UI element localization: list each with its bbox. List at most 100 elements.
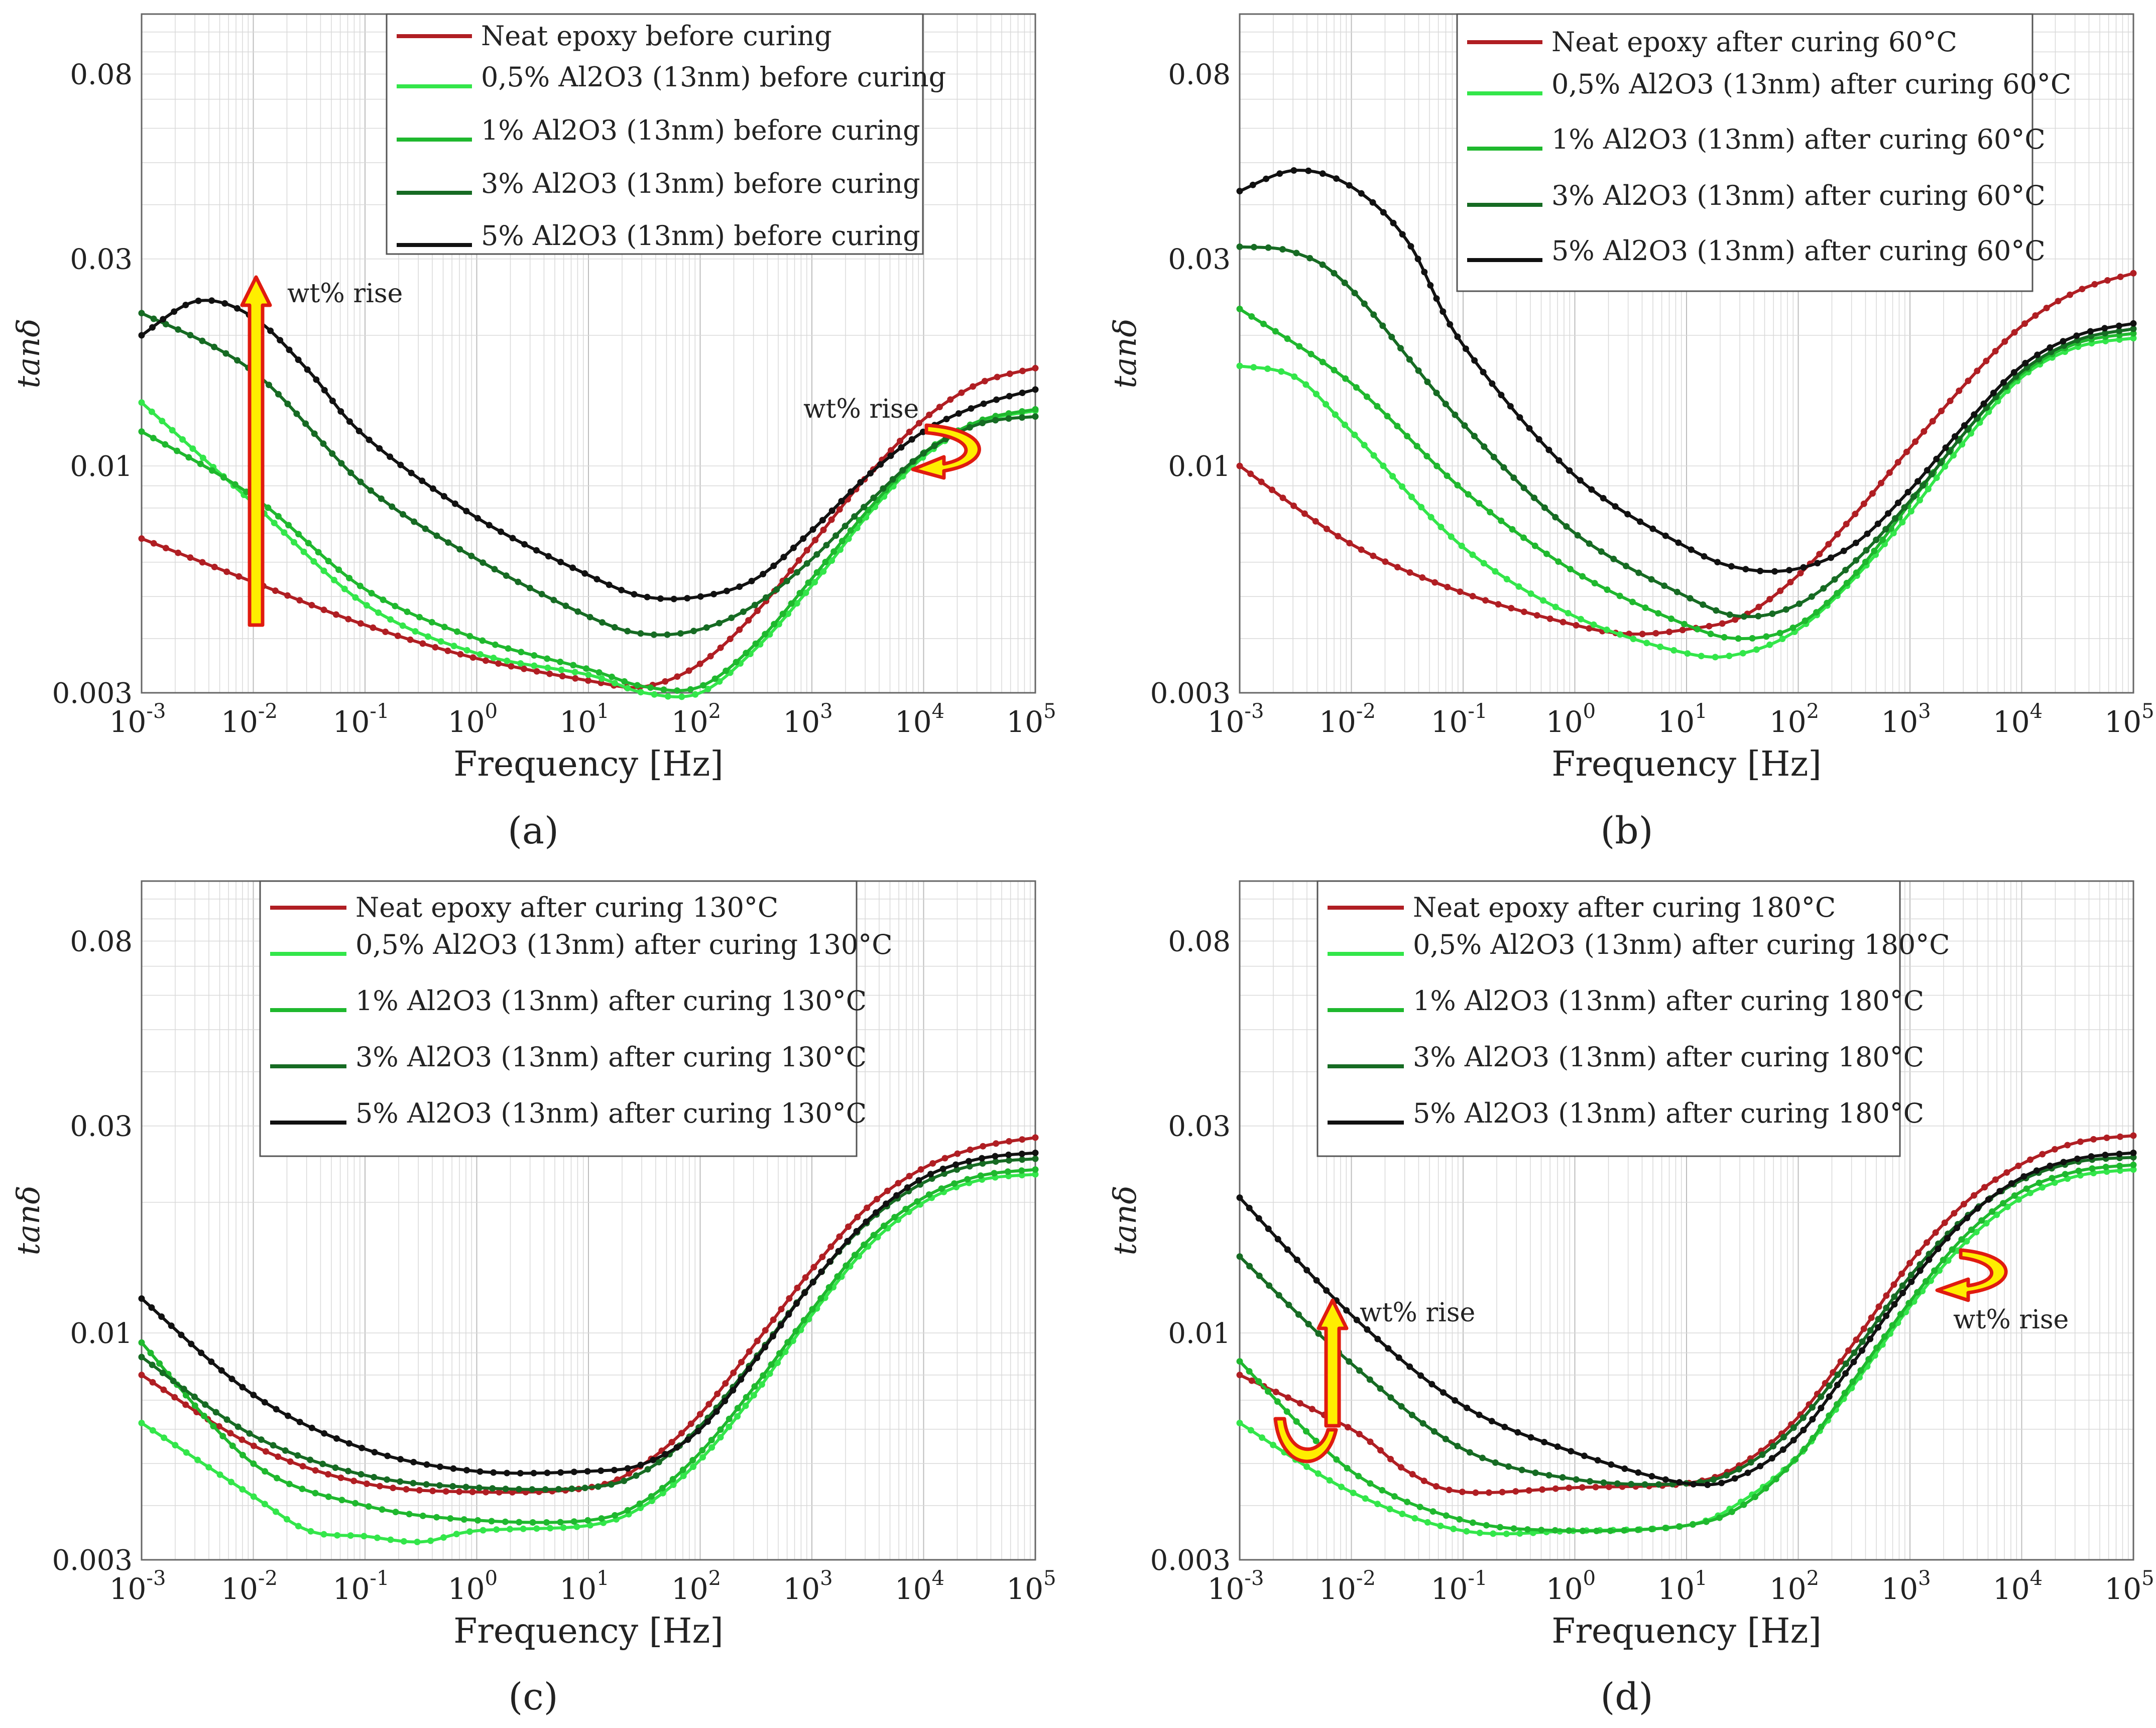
series-point-4 — [853, 1228, 860, 1235]
series-point-3 — [1346, 1358, 1353, 1365]
series-point-2 — [447, 1515, 454, 1522]
series-point-2 — [162, 441, 169, 448]
series-point-3 — [1910, 493, 1917, 500]
series-point-1 — [1539, 597, 1546, 604]
series-point-0 — [1566, 1485, 1573, 1492]
series-point-1 — [437, 638, 444, 645]
series-point-3 — [1552, 514, 1559, 521]
series-point-4 — [295, 356, 302, 363]
series-point-3 — [1408, 1412, 1415, 1418]
series-point-2 — [570, 662, 577, 669]
series-point-2 — [1989, 1208, 1996, 1215]
panel-b-legend-box — [1456, 13, 2033, 292]
series-point-1 — [1503, 1530, 1510, 1537]
series-point-3 — [320, 440, 327, 447]
series-point-2 — [891, 1214, 898, 1220]
series-point-3 — [599, 619, 606, 626]
series-point-1 — [216, 1471, 223, 1478]
series-point-4 — [1428, 1381, 1435, 1388]
series-point-0 — [235, 573, 243, 580]
series-point-3 — [1641, 1481, 1648, 1488]
series-point-4 — [308, 1424, 315, 1431]
series-point-0 — [1951, 1210, 1958, 1217]
series-point-4 — [770, 562, 777, 569]
series-point-3 — [138, 1353, 145, 1361]
series-point-0 — [296, 597, 303, 604]
series-point-0 — [521, 665, 528, 672]
curl-arrow-icon — [1935, 1248, 2008, 1302]
series-point-2 — [733, 659, 740, 666]
series-point-0 — [906, 428, 913, 435]
series-point-0 — [787, 567, 794, 574]
series-point-1 — [1698, 653, 1705, 660]
series-point-3 — [1388, 333, 1395, 340]
series-point-0 — [810, 1264, 817, 1271]
series-point-4 — [1588, 486, 1595, 493]
series-point-2 — [813, 569, 820, 576]
series-point-3 — [550, 596, 557, 603]
series-point-3 — [1614, 1480, 1621, 1487]
series-point-4 — [1852, 539, 1859, 546]
series-point-2 — [346, 575, 353, 581]
series-point-0 — [357, 620, 364, 627]
series-point-1 — [450, 643, 457, 650]
series-point-4 — [730, 1387, 737, 1394]
series-point-3 — [489, 1485, 496, 1492]
series-point-0 — [377, 1483, 383, 1490]
series-point-0 — [171, 1394, 178, 1401]
series-point-0 — [1666, 629, 1673, 636]
y-tick-label: 0.01 — [70, 450, 133, 483]
series-point-4 — [1924, 467, 1931, 474]
series-point-2 — [687, 686, 694, 693]
series-point-3 — [1899, 1282, 1906, 1289]
series-point-1 — [507, 1526, 513, 1533]
series-point-1 — [352, 594, 359, 601]
series-point-3 — [468, 552, 475, 559]
series-point-3 — [389, 503, 396, 510]
series-point-4 — [1514, 1429, 1521, 1436]
series-point-4 — [1850, 1359, 1857, 1366]
legend-label-3: 3% Al2O3 (13nm) before curing — [481, 168, 920, 199]
series-point-0 — [2001, 338, 2008, 345]
series-point-4 — [517, 1470, 524, 1476]
series-point-4 — [2020, 1173, 2027, 1180]
series-point-3 — [1005, 415, 1012, 422]
series-point-0 — [1868, 1314, 1875, 1321]
series-point-4 — [1358, 190, 1365, 197]
series-point-3 — [1266, 1282, 1273, 1289]
series-point-4 — [738, 1376, 745, 1383]
series-point-4 — [557, 1469, 564, 1476]
series-point-1 — [1458, 542, 1465, 549]
y-tick-label: 0.01 — [1168, 450, 1231, 483]
panel-d: 10-3 10-2 10-1 100 101 102 103 104 105 0.003 0.01… — [1107, 880, 2154, 1718]
series-point-2 — [147, 1349, 154, 1356]
series-point-2 — [621, 678, 628, 685]
series-point-2 — [796, 590, 803, 596]
series-point-2 — [365, 1503, 372, 1510]
series-point-2 — [1312, 1437, 1320, 1444]
series-point-0 — [2064, 1142, 2071, 1149]
series-point-4 — [410, 1458, 417, 1465]
series-point-4 — [545, 553, 552, 560]
panel-c-y-ticks: 0.003 0.01 0.03 0.08 — [52, 926, 133, 1577]
series-point-3 — [1863, 547, 1870, 554]
series-point-3 — [1471, 433, 1478, 440]
series-point-1 — [1766, 641, 1773, 648]
series-point-2 — [598, 1515, 605, 1522]
series-point-4 — [267, 327, 274, 334]
series-point-2 — [1655, 610, 1662, 617]
series-point-3 — [138, 310, 145, 317]
series-point-3 — [1545, 1472, 1552, 1478]
series-point-1 — [1313, 391, 1320, 398]
series-point-0 — [1992, 1176, 1999, 1183]
series-point-3 — [1492, 1459, 1499, 1466]
series-point-1 — [1236, 1420, 1243, 1426]
series-point-3 — [475, 1485, 483, 1491]
series-point-2 — [1604, 586, 1611, 593]
series-point-4 — [1637, 518, 1644, 525]
series-point-3 — [1019, 1156, 1026, 1163]
series-point-3 — [397, 1478, 404, 1485]
series-point-2 — [460, 1516, 467, 1523]
series-point-1 — [785, 610, 791, 618]
series-point-1 — [585, 671, 592, 678]
